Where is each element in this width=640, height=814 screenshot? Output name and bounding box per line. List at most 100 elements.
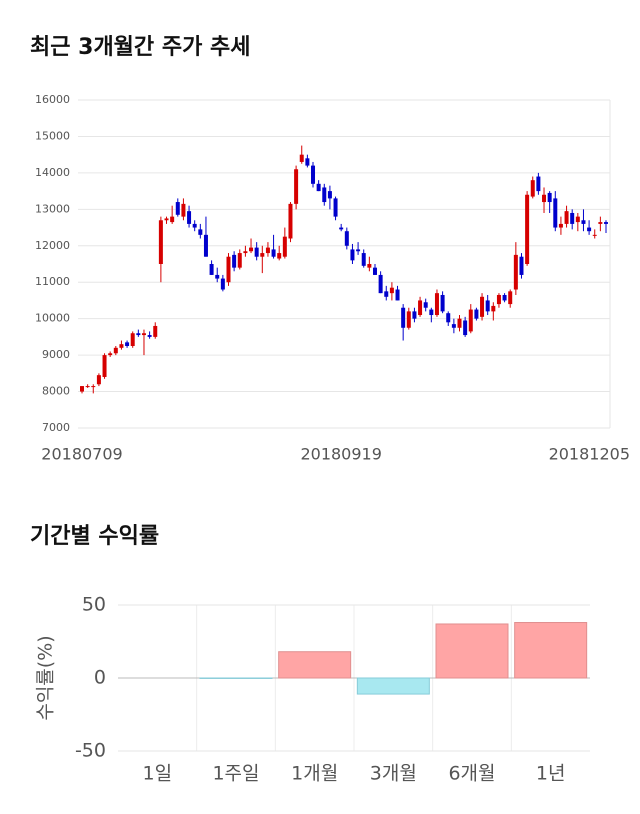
candle-body [238, 253, 242, 268]
candle-body [142, 333, 146, 335]
candle-body [198, 229, 202, 234]
bar [357, 678, 429, 694]
candle-body [463, 320, 467, 335]
candle-body [384, 291, 388, 296]
candle-body [255, 248, 259, 257]
candle-body [215, 275, 219, 279]
y-tick-label: 7000 [42, 421, 70, 434]
x-tick-label: 1주일 [212, 763, 259, 785]
candle-body [587, 228, 591, 232]
candle-body [424, 302, 428, 307]
candle-body [210, 264, 214, 275]
candle-body [446, 313, 450, 322]
y-tick-label: 13000 [35, 202, 70, 215]
candle-body [565, 211, 569, 224]
candle-body [288, 204, 292, 239]
candle-body [604, 222, 608, 224]
candle-body [232, 255, 236, 268]
candle-body [204, 235, 208, 257]
candle-body [508, 291, 512, 304]
x-tick-label: 20180919 [300, 445, 381, 464]
candle-body [294, 169, 298, 204]
y-axis-label: 수익률(%) [35, 635, 57, 720]
candle-body [300, 155, 304, 162]
bar [436, 624, 508, 678]
candle-body [593, 235, 597, 236]
candle-body [497, 295, 501, 304]
candle-body [91, 386, 95, 387]
y-tick-label: 9000 [42, 348, 70, 361]
x-tick-label: 6개월 [448, 763, 495, 785]
candle-body [519, 257, 523, 275]
x-tick-label: 20181205 [549, 445, 630, 464]
candle-body [226, 257, 230, 283]
x-tick-label: 20180709 [41, 445, 122, 464]
candle-body [536, 177, 540, 192]
candle-body [283, 237, 287, 257]
chart-title: 최근 3개월간 주가 추세 [30, 35, 250, 60]
y-tick-label: 16000 [35, 93, 70, 106]
candle-body [435, 293, 439, 315]
candle-body [322, 187, 326, 202]
candle-body [474, 310, 478, 319]
candle-body [553, 198, 557, 227]
candle-body [367, 264, 371, 268]
y-tick-label: 11000 [35, 275, 70, 288]
x-tick-label: 1일 [143, 763, 173, 785]
candle-body [412, 311, 416, 318]
candle-body [159, 220, 163, 264]
candle-body [170, 217, 174, 222]
candle-body [221, 279, 225, 290]
candle-body [334, 198, 338, 216]
y-tick-label: 15000 [35, 129, 70, 142]
candle-body [243, 251, 247, 253]
candle-body [125, 342, 129, 346]
candle-body [503, 295, 507, 300]
y-tick-label: -50 [75, 740, 106, 762]
candle-body [480, 297, 484, 317]
candle-body [452, 324, 456, 328]
y-tick-label: 0 [94, 667, 106, 689]
y-tick-label: 8000 [42, 385, 70, 398]
candle-body [339, 228, 343, 230]
candle-body [598, 222, 602, 224]
candle-body [345, 231, 349, 246]
candle-body [136, 333, 140, 335]
x-tick-label: 3개월 [370, 763, 417, 785]
y-tick-label: 14000 [35, 166, 70, 179]
candle-body [429, 310, 433, 315]
candle-body [458, 319, 462, 328]
candle-body [373, 268, 377, 275]
candle-body [559, 224, 563, 228]
candle-body [266, 248, 270, 253]
candle-body [119, 344, 123, 348]
candle-body [108, 353, 112, 355]
candle-body [396, 290, 400, 301]
candle-body [570, 213, 574, 224]
candle-body [277, 253, 281, 258]
candle-body [131, 333, 135, 346]
candle-body [390, 288, 394, 293]
candle-body [441, 295, 445, 311]
candle-body [249, 248, 253, 252]
candle-body [514, 255, 518, 290]
y-tick-label: 10000 [35, 312, 70, 325]
candle-body [260, 253, 264, 257]
candle-body [356, 249, 360, 251]
bar [279, 652, 351, 678]
candle-body [97, 375, 101, 384]
candle-body [103, 355, 107, 377]
candle-body [305, 158, 309, 165]
candle-body [311, 166, 315, 184]
candle-body [525, 195, 529, 264]
candle-body [114, 348, 118, 353]
candle-body [317, 184, 321, 191]
y-tick-label: 50 [82, 594, 106, 616]
candle-body [491, 306, 495, 311]
candle-body [193, 224, 197, 228]
candle-body [548, 193, 552, 202]
candle-body [379, 275, 383, 293]
chart-title: 기간별 수익률 [30, 524, 159, 549]
